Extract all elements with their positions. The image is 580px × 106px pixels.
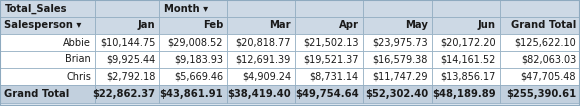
Bar (160, 51, 227, 68)
Bar (295, 17, 362, 34)
Text: $125,622.10: $125,622.10 (514, 38, 576, 47)
Text: $20,818.77: $20,818.77 (235, 38, 291, 47)
Text: Grand Total: Grand Total (511, 20, 576, 31)
Text: Month ▾: Month ▾ (164, 3, 208, 13)
Text: $48,189.89: $48,189.89 (432, 89, 496, 99)
Text: May: May (405, 20, 428, 31)
Text: Apr: Apr (339, 20, 358, 31)
Bar (362, 51, 432, 68)
Bar (362, 85, 432, 103)
Text: Grand Total: Grand Total (5, 89, 70, 99)
Bar (295, 85, 362, 103)
Text: $23,975.73: $23,975.73 (372, 38, 428, 47)
Text: $82,063.03: $82,063.03 (521, 54, 576, 64)
Bar (500, 34, 580, 51)
Text: $255,390.61: $255,390.61 (506, 89, 576, 99)
Bar (500, 51, 580, 68)
Bar (227, 0, 295, 17)
Text: $11,747.29: $11,747.29 (372, 72, 428, 82)
Bar (295, 51, 362, 68)
Bar (160, 17, 227, 34)
Bar (160, 0, 227, 17)
Text: $9,183.93: $9,183.93 (174, 54, 223, 64)
Text: $22,862.37: $22,862.37 (92, 89, 155, 99)
Text: $10,144.75: $10,144.75 (100, 38, 155, 47)
Bar (95, 17, 160, 34)
Bar (432, 68, 500, 85)
Bar (500, 17, 580, 34)
Bar (0, 51, 95, 68)
Bar (0, 17, 95, 34)
Text: $38,419.40: $38,419.40 (227, 89, 291, 99)
Bar (500, 68, 580, 85)
Text: $14,161.52: $14,161.52 (440, 54, 496, 64)
Bar (160, 34, 227, 51)
Text: Brian: Brian (66, 54, 91, 64)
Text: $47,705.48: $47,705.48 (520, 72, 576, 82)
Bar (362, 17, 432, 34)
Text: $19,521.37: $19,521.37 (303, 54, 358, 64)
Text: $4,909.24: $4,909.24 (242, 72, 291, 82)
Bar (295, 68, 362, 85)
Bar (432, 0, 500, 17)
Text: $2,792.18: $2,792.18 (106, 72, 155, 82)
Text: Abbie: Abbie (63, 38, 91, 47)
Bar (0, 0, 95, 17)
Text: Mar: Mar (269, 20, 291, 31)
Text: $52,302.40: $52,302.40 (365, 89, 428, 99)
Bar (295, 34, 362, 51)
Text: Jun: Jun (478, 20, 496, 31)
Text: $43,861.91: $43,861.91 (160, 89, 223, 99)
Bar (227, 34, 295, 51)
Bar (500, 0, 580, 17)
Bar (227, 51, 295, 68)
Text: $12,691.39: $12,691.39 (235, 54, 291, 64)
Bar (0, 85, 95, 103)
Bar (160, 68, 227, 85)
Bar (227, 85, 295, 103)
Bar (95, 68, 160, 85)
Text: $13,856.17: $13,856.17 (440, 72, 496, 82)
Bar (432, 34, 500, 51)
Bar (432, 85, 500, 103)
Text: Total_Sales: Total_Sales (5, 3, 67, 14)
Bar (160, 85, 227, 103)
Bar (362, 0, 432, 17)
Bar (95, 0, 160, 17)
Text: $5,669.46: $5,669.46 (174, 72, 223, 82)
Text: $8,731.14: $8,731.14 (310, 72, 358, 82)
Text: $16,579.38: $16,579.38 (373, 54, 428, 64)
Bar (227, 68, 295, 85)
Bar (432, 17, 500, 34)
Bar (227, 17, 295, 34)
Bar (0, 68, 95, 85)
Text: $20,172.20: $20,172.20 (440, 38, 496, 47)
Bar (362, 34, 432, 51)
Text: $21,502.13: $21,502.13 (303, 38, 358, 47)
Text: $9,925.44: $9,925.44 (106, 54, 155, 64)
Text: Jan: Jan (138, 20, 155, 31)
Bar (95, 85, 160, 103)
Bar (295, 0, 362, 17)
Text: Chris: Chris (66, 72, 91, 82)
Bar (95, 51, 160, 68)
Bar (500, 85, 580, 103)
Bar (95, 34, 160, 51)
Bar (362, 68, 432, 85)
Bar (432, 51, 500, 68)
Text: Salesperson ▾: Salesperson ▾ (5, 20, 82, 31)
Bar (0, 34, 95, 51)
Text: $49,754.64: $49,754.64 (295, 89, 358, 99)
Text: $29,008.52: $29,008.52 (168, 38, 223, 47)
Text: Feb: Feb (203, 20, 223, 31)
